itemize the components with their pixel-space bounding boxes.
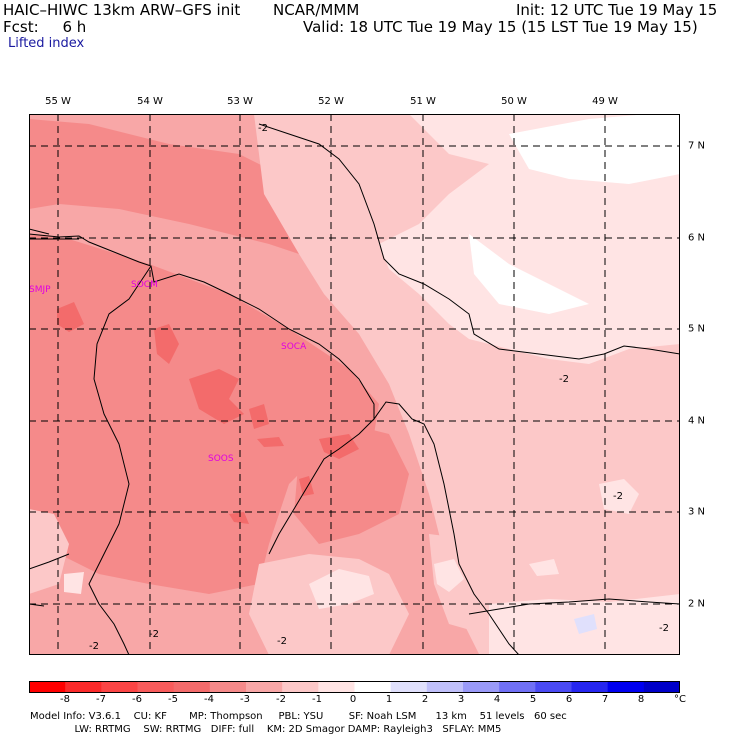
colorbar-swatch: [29, 681, 66, 693]
map-frame: [29, 114, 680, 655]
lat-label: 6 N: [688, 232, 706, 244]
colorbar-swatch: [65, 681, 102, 693]
colorbar-swatch: [318, 681, 355, 693]
colorbar-tick: -5: [168, 694, 178, 705]
shade-pale: [529, 559, 559, 576]
shade-pale: [64, 572, 84, 594]
colorbar-tick: 3: [457, 694, 465, 705]
shade-pale: [434, 559, 464, 592]
station-label: SOOS: [208, 454, 234, 464]
shade-darkest: [257, 437, 284, 447]
colorbar-swatch: [282, 681, 319, 693]
colorbar-tick: 7: [601, 694, 609, 705]
colorbar-tick: -2: [276, 694, 286, 705]
shade-darkest: [249, 404, 269, 429]
init-time: Init: 12 UTC Tue 19 May 15: [516, 1, 718, 19]
contour-label: -2: [559, 374, 569, 385]
contour-label: -2: [659, 623, 669, 634]
station-label: SOCM: [131, 280, 158, 290]
colorbar-swatch: [571, 681, 609, 693]
lifted-index-map: -2 -2 -2 -2 -2 -2 -2 SMJP SOCM SOCA SOOS: [29, 114, 680, 655]
org-label: NCAR/MMM: [273, 1, 360, 19]
lon-label: 53 W: [227, 96, 253, 107]
lat-label: 4 N: [688, 415, 706, 427]
colorbar-tick: -3: [240, 694, 250, 705]
colorbar-tick: -6: [132, 694, 142, 705]
colorbar-swatch: [390, 681, 428, 693]
shade-white: [469, 234, 589, 314]
model-info-line2: LW: RRTMG SW: RRTMG DIFF: full KM: 2D Sm…: [30, 724, 502, 735]
colorbar-tick: 6: [565, 694, 573, 705]
shade-darkest: [319, 434, 359, 459]
colorbar-swatch: [607, 681, 645, 693]
colorbar-tick: 0: [349, 694, 357, 705]
contour-label: -2: [277, 636, 287, 647]
colorbar-swatch: [643, 681, 680, 693]
contour-label: -2: [613, 491, 623, 502]
valid-time: Valid: 18 UTC Tue 19 May 15 (15 LST Tue …: [303, 18, 698, 36]
lon-label: 49 W: [592, 96, 618, 107]
shade-white: [509, 114, 680, 184]
shade-pale: [599, 479, 639, 514]
shade-light: [29, 509, 69, 594]
colorbar-tick: -4: [204, 694, 214, 705]
lon-label: 52 W: [318, 96, 344, 107]
colorbar: [29, 681, 680, 693]
lat-label: 5 N: [688, 323, 706, 335]
colorbar-swatch: [209, 681, 247, 693]
colorbar-swatch: [426, 681, 464, 693]
colorbar-tick: -8: [60, 694, 70, 705]
lat-label: 7 N: [688, 140, 706, 152]
lon-label: 55 W: [45, 96, 71, 107]
shade-dark: [29, 234, 379, 594]
colorbar-swatch: [246, 681, 283, 693]
lat-label: 3 N: [688, 506, 706, 518]
colorbar-tick: 1: [385, 694, 393, 705]
model-info-line1: Model Info: V3.6.1 CU: KF MP: Thompson P…: [30, 711, 567, 722]
contour-label: -2: [89, 641, 99, 652]
shade-dark: [294, 424, 409, 544]
colorbar-frame: [29, 681, 680, 693]
colorbar-unit: °C: [674, 694, 686, 705]
lat-label: 2 N: [688, 598, 706, 610]
colorbar-swatch: [535, 681, 572, 693]
colorbar-swatch: [463, 681, 500, 693]
coastline: [29, 123, 680, 655]
contour-label: -2: [258, 123, 268, 134]
model-title: HAIC–HIWC 13km ARW–GFS init: [3, 1, 241, 19]
lon-label: 50 W: [501, 96, 527, 107]
shade-darkest: [189, 369, 244, 424]
colorbar-tick: 2: [421, 694, 429, 705]
lat-lon-grid: [29, 114, 680, 655]
shade-darkest: [229, 512, 249, 524]
shade-darkest: [57, 302, 84, 332]
lon-label: 54 W: [137, 96, 163, 107]
colorbar-swatch: [137, 681, 175, 693]
shade-pale: [309, 569, 374, 609]
forecast-hour: Fcst: 6 h: [3, 18, 87, 36]
colorbar-tick: 8: [637, 694, 645, 705]
colorbar-tick: 4: [493, 694, 501, 705]
colorbar-swatch: [499, 681, 536, 693]
shade-darkest: [154, 324, 179, 364]
colorbar-swatch: [101, 681, 138, 693]
colorbar-tick: -1: [312, 694, 322, 705]
station-label: SMJP: [29, 285, 51, 295]
colorbar-tick: -7: [96, 694, 106, 705]
colorbar-swatch: [173, 681, 211, 693]
colorbar-swatch: [354, 681, 392, 693]
shade-white: [574, 614, 597, 634]
lon-label: 51 W: [410, 96, 436, 107]
shade-dark: [29, 119, 359, 274]
colorbar-tick: 5: [529, 694, 537, 705]
contour-label: -2: [149, 629, 159, 640]
station-label: SOCA: [281, 342, 307, 352]
field-name: Lifted index: [8, 36, 85, 51]
